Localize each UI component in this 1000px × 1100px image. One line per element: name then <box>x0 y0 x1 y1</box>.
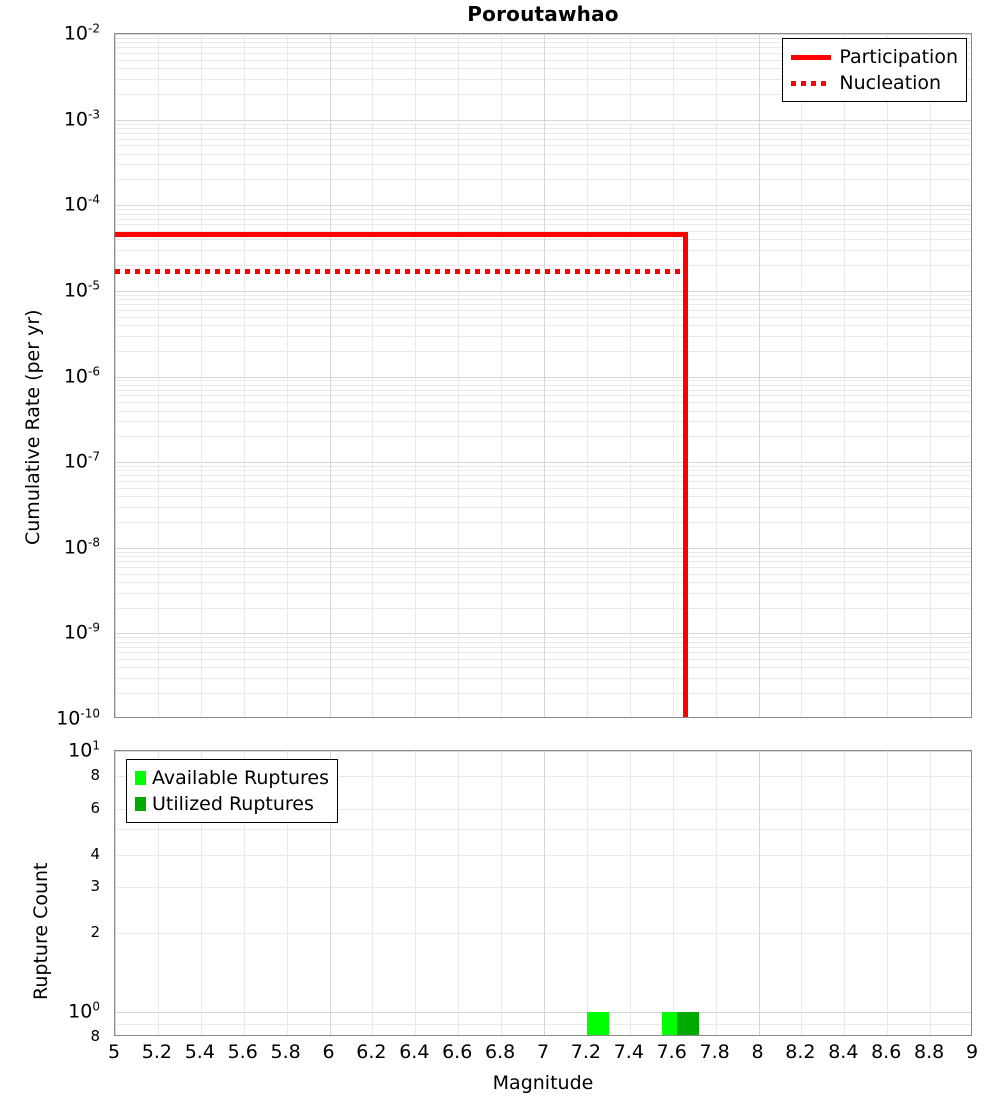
x-axis-tick: 8.8 <box>913 1041 945 1063</box>
top-panel-ytick-labels: 10-2 10-3 10-4 10-5 10-6 10-7 10-8 10-9 10-10 <box>0 21 108 729</box>
x-axis-tick: 5.8 <box>270 1041 301 1063</box>
x-axis-tick: 6.8 <box>484 1041 516 1063</box>
swatch-available-icon <box>135 771 146 785</box>
legend-item-participation[interactable]: Participation <box>791 44 958 70</box>
bottom-panel-ytick-minor: 2 <box>90 923 100 942</box>
x-axis-tick: 9 <box>965 1041 979 1063</box>
line-solid-icon <box>791 54 832 60</box>
x-axis-tick: 5 <box>107 1041 121 1063</box>
x-axis-tick: 8.6 <box>871 1041 902 1063</box>
x-axis-tick: 8.2 <box>785 1041 816 1063</box>
rupture-count-plot: Available Ruptures Utilized Ruptures <box>114 750 972 1036</box>
bottom-panel-ytick-minor: 8 <box>90 766 100 785</box>
legend-item-available-ruptures[interactable]: Available Ruptures <box>135 765 329 791</box>
x-axis-tick: 7 <box>536 1041 550 1063</box>
x-axis-tick: 6.2 <box>356 1041 387 1063</box>
x-axis-tick: 5.4 <box>184 1041 215 1063</box>
bottom-panel-ytick-minor: 8 <box>90 1027 100 1045</box>
bottom-panel-legend: Available Ruptures Utilized Ruptures <box>126 759 338 823</box>
legend-item-utilized-ruptures[interactable]: Utilized Ruptures <box>135 791 329 817</box>
nucleation-curve-vertical <box>683 268 689 717</box>
rupture-bar[interactable] <box>586 1011 609 1035</box>
bottom-panel-ytick-minor: 3 <box>90 877 100 896</box>
top-panel-ytick: 10-5 <box>63 278 100 302</box>
x-axis-tick: 7.4 <box>613 1041 644 1063</box>
bottom-panel-ytick-minor: 6 <box>90 798 100 817</box>
cumulative-rate-plot: Participation Nucleation <box>114 33 972 718</box>
x-axis-label: Magnitude <box>492 1072 594 1094</box>
bottom-panel-ytick: 101 <box>68 738 100 762</box>
top-panel-ytick: 10-8 <box>63 535 100 559</box>
x-axis-tick: 7.2 <box>570 1041 601 1063</box>
x-axis-tick: 5.2 <box>141 1041 172 1063</box>
bottom-panel-ytick: 100 <box>68 999 100 1023</box>
bottom-panel-ytick-minor: 4 <box>90 844 100 863</box>
x-axis-tick: 6.4 <box>399 1041 430 1063</box>
top-panel-ytick: 10-2 <box>63 21 100 45</box>
x-axis-tick: 6.6 <box>442 1041 473 1063</box>
x-axis-tick: 7.6 <box>656 1041 687 1063</box>
x-axis-tick: 5.6 <box>227 1041 258 1063</box>
nucleation-curve-horizontal <box>115 268 689 274</box>
legend-label-utilized-ruptures: Utilized Ruptures <box>152 793 314 815</box>
line-dotted-icon <box>791 80 832 86</box>
legend-item-nucleation[interactable]: Nucleation <box>791 70 958 96</box>
x-axis-tick: 6 <box>322 1041 335 1063</box>
bottom-panel-ytick-labels: 101 100 8 6 4 3 2 8 <box>0 738 108 1045</box>
legend-label-nucleation: Nucleation <box>839 72 942 94</box>
top-panel-legend: Participation Nucleation <box>782 38 967 102</box>
page-title: Poroutawhao <box>467 2 619 26</box>
legend-label-available-ruptures: Available Ruptures <box>152 767 329 789</box>
top-panel-ytick: 10-3 <box>63 106 100 131</box>
rupture-bar[interactable] <box>676 1011 699 1035</box>
legend-label-participation: Participation <box>839 46 958 68</box>
swatch-utilized-icon <box>135 797 146 811</box>
top-panel-ytick: 10-9 <box>63 620 100 645</box>
x-axis-tick: 8.4 <box>828 1041 859 1063</box>
top-panel-ytick: 10-6 <box>63 363 100 388</box>
top-panel-ytick: 10-7 <box>63 449 100 473</box>
participation-curve-horizontal <box>115 231 689 237</box>
x-axis-tick: 8 <box>751 1041 764 1063</box>
x-axis-tick: 7.8 <box>699 1041 730 1063</box>
top-panel-ytick: 10-4 <box>63 192 100 216</box>
top-panel-ytick: 10-10 <box>56 706 100 730</box>
